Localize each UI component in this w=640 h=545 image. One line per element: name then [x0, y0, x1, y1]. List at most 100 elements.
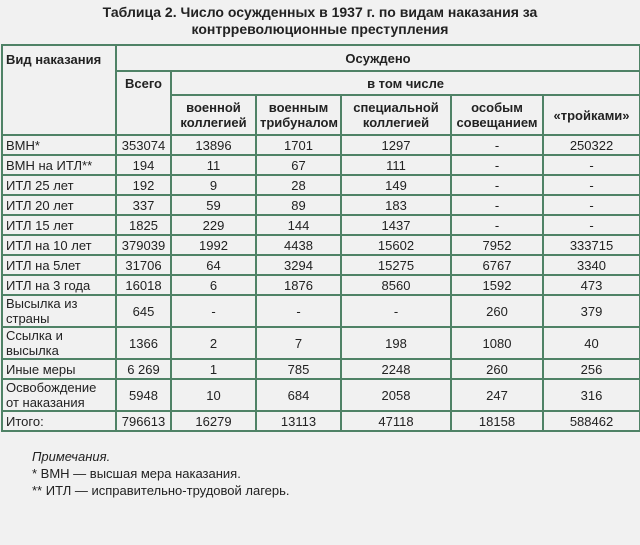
header-cell: в том числе	[169, 70, 640, 96]
table-row: Освобождение от наказания 5948 10 684 2058 24…	[1, 378, 640, 412]
table-row: Итого: 796613 16279 13113 47118 18158 588462	[1, 410, 640, 432]
header-cell: военным трибуналом	[255, 94, 342, 136]
cell: 3294	[255, 254, 342, 276]
note: * ВМН — высшая мера наказания.	[32, 466, 241, 481]
table-row: Высылка из страны 645- - -260 379	[1, 294, 640, 328]
cell: 1297	[340, 134, 452, 156]
cell: 1825	[115, 214, 172, 236]
table-row: ВМН на ИТЛ** 194 11 67 111- -	[1, 154, 640, 176]
header-cell: Вид наказания	[1, 44, 117, 136]
cell: 5948	[115, 378, 172, 412]
row-label: ИТЛ 25 лет	[1, 174, 117, 196]
header-cell: особым совещанием	[450, 94, 544, 136]
table-row: ИТЛ на 3 года 16018 6 1876 8560 1592 473	[1, 274, 640, 296]
cell: 192	[115, 174, 172, 196]
cell: 7952	[450, 234, 544, 256]
cell: 149	[340, 174, 452, 196]
table-header: Вид наказания Осуждено Всего в том числе…	[1, 44, 640, 136]
notes-heading: Примечания.	[32, 449, 111, 464]
cell: 89	[255, 194, 342, 216]
table-row: ВМН* 353074 13896 1701 1297-250322	[1, 134, 640, 156]
note: ** ИТЛ — исправительно-трудовой лагерь.	[32, 483, 290, 498]
cell: -	[450, 214, 544, 236]
cell: 4438	[255, 234, 342, 256]
cell: 59	[170, 194, 257, 216]
table: Вид наказания Осуждено Всего в том числе…	[1, 44, 640, 432]
cell: 337	[115, 194, 172, 216]
header-cell: Всего	[115, 70, 172, 136]
cell: 1992	[170, 234, 257, 256]
cell: 28	[255, 174, 342, 196]
row-label: ВМН*	[1, 134, 117, 156]
cell: -	[541, 154, 640, 176]
cell: 260	[450, 358, 544, 380]
cell: -	[170, 294, 257, 328]
cell: 183	[340, 194, 452, 216]
cell: 47118	[340, 410, 452, 432]
cell: 15602	[340, 234, 452, 256]
table-title: Таблица 2. Число осужденных в 1937 г. по…	[102, 4, 538, 37]
header-cell: Осуждено	[114, 44, 640, 72]
cell: 9	[170, 174, 257, 196]
table-row: ИТЛ 15 лет 1825 229 144 1437- -	[1, 214, 640, 236]
cell: -	[450, 154, 544, 176]
cell: 379039	[115, 234, 172, 256]
cell: 379	[541, 294, 640, 328]
cell: 16279	[170, 410, 257, 432]
cell: -	[340, 294, 452, 328]
cell: 588462	[541, 410, 640, 432]
row-label: Итого:	[1, 410, 117, 432]
row-label: ИТЛ 20 лет	[1, 194, 117, 216]
header-cell: военной коллегией	[170, 94, 257, 136]
cell: 13113	[255, 410, 342, 432]
cell: 144	[255, 214, 342, 236]
row-label: Иные меры	[1, 358, 117, 380]
cell: -	[450, 194, 544, 216]
cell: 333715	[541, 234, 640, 256]
cell: 260	[450, 294, 544, 328]
cell: 31706	[115, 254, 172, 276]
row-label: Освобождение от наказания	[1, 378, 117, 412]
cell: 256	[541, 358, 640, 380]
notes: Примечания. * ВМН — высшая мера наказани…	[32, 448, 640, 499]
cell: 6 269	[115, 358, 172, 380]
cell: 684	[255, 378, 342, 412]
header-cell: специальной коллегией	[340, 94, 452, 136]
cell: 2058	[340, 378, 452, 412]
cell: 111	[340, 154, 452, 176]
row-label: ИТЛ на 3 года	[1, 274, 117, 296]
cell: 13896	[170, 134, 257, 156]
cell: 1080	[450, 326, 544, 360]
cell: -	[255, 294, 342, 328]
row-label: ИТЛ 15 лет	[1, 214, 117, 236]
cell: 15275	[340, 254, 452, 276]
cell: 2248	[340, 358, 452, 380]
table-row: ИТЛ на 10 лет 379039 1992 4438 15602 7952 3337…	[1, 234, 640, 256]
cell: 194	[115, 154, 172, 176]
row-label: ИТЛ на 5лет	[1, 254, 117, 276]
cell: 1437	[340, 214, 452, 236]
cell: 1	[170, 358, 257, 380]
cell: 67	[255, 154, 342, 176]
cell: -	[541, 174, 640, 196]
cell: -	[541, 194, 640, 216]
cell: 7	[255, 326, 342, 360]
table-row: Ссылка и высылка 1366 2 7 198 1080 40	[1, 326, 640, 360]
cell: 353074	[115, 134, 172, 156]
cell: 316	[541, 378, 640, 412]
cell: 8560	[340, 274, 452, 296]
cell: 250322	[541, 134, 640, 156]
cell: 1701	[255, 134, 342, 156]
cell: 645	[115, 294, 172, 328]
cell: 1876	[255, 274, 342, 296]
table-row: ИТЛ на 5лет 31706 64 3294 15275 6767 3340	[1, 254, 640, 276]
row-label: ИТЛ на 10 лет	[1, 234, 117, 256]
table-row: ИТЛ 25 лет 192 9 28 149- -	[1, 174, 640, 196]
cell: 473	[541, 274, 640, 296]
cell: 2	[170, 326, 257, 360]
cell: 18158	[450, 410, 544, 432]
row-label: ВМН на ИТЛ**	[1, 154, 117, 176]
table-body: ВМН* 353074 13896 1701 1297-250322 ВМН на ИТЛ…	[1, 134, 640, 432]
cell: -	[450, 174, 544, 196]
